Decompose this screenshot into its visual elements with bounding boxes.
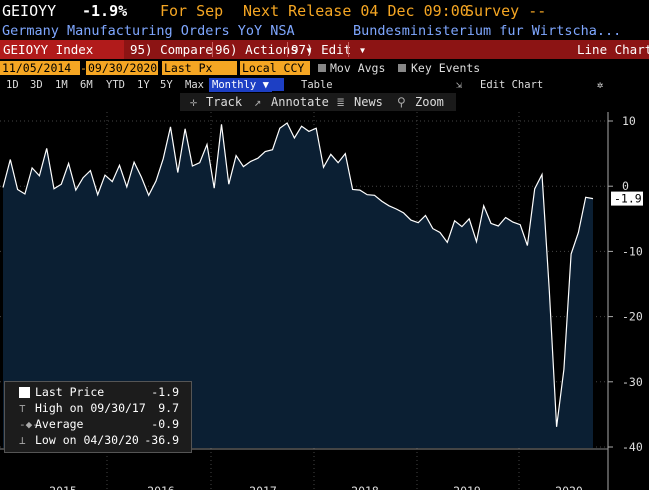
chart-type-title: Line Chart <box>577 42 649 57</box>
y-tick-label: -30 <box>622 375 643 389</box>
series-area-fill <box>3 123 593 448</box>
legend-value: -0.9 <box>151 417 179 431</box>
legend-label: Low on 04/30/20 <box>35 433 139 447</box>
y-tick-label: -10 <box>622 244 643 258</box>
last-value-box <box>611 191 643 206</box>
last-value: -1.9% <box>82 2 128 20</box>
mov-avgs-checkbox[interactable] <box>318 64 326 72</box>
series-header: Germany Manufacturing Orders YoY NSA Bun… <box>0 23 649 40</box>
x-tick-label: 2018 <box>351 484 379 490</box>
series-line <box>2 122 594 427</box>
x-tick-label: 2020 <box>555 484 583 490</box>
period-1d[interactable]: 1D <box>6 79 19 91</box>
price-chart[interactable]: 10 0 -10 -20 -30 -40 2015 2016 2017 2018 2019 2020… <box>0 112 649 490</box>
period-5y[interactable]: 5Y <box>160 79 173 91</box>
legend-average: -◆- Average -0.9 <box>5 417 191 432</box>
end-date-field[interactable]: 09/30/2020 <box>86 61 158 75</box>
annotate-button[interactable]: Annotate <box>271 95 329 109</box>
price-field-select[interactable]: Last Px <box>162 61 237 75</box>
news-icon: ≣ <box>337 95 345 109</box>
chart-toolbar: GEIOYY Index 95) Compare 96) Actions ▾ 9… <box>0 40 649 59</box>
last-value-label: -1.9 <box>614 192 642 206</box>
news-button[interactable]: News <box>354 95 383 109</box>
low-marker-icon: ⊥ <box>19 434 26 447</box>
actions-menu[interactable]: 96) Actions ▾ <box>215 42 313 57</box>
y-axis-ticks: 10 0 -10 -20 -30 -40 <box>608 114 643 454</box>
annotate-icon: ↗ <box>254 95 262 109</box>
y-tick-label: 0 <box>622 179 629 193</box>
period-row: 1D 3D 1M 6M YTD 1Y 5Y Max Monthly ▼ Tabl… <box>0 77 649 93</box>
gear-icon[interactable]: ✲ <box>597 79 604 91</box>
legend-low: ⊥ Low on 04/30/20 -36.9 <box>5 433 191 448</box>
frequency-label: Monthly <box>212 79 257 91</box>
x-tick-label: 2017 <box>249 484 277 490</box>
y-tick-label: -40 <box>622 440 643 454</box>
edit-menu[interactable]: 97) Edit ▾ <box>291 42 367 57</box>
legend-label: Last Price <box>35 385 105 399</box>
y-tick-label: -20 <box>622 310 643 324</box>
period-1y[interactable]: 1Y <box>137 79 150 91</box>
mov-avgs-label: Mov Avgs <box>330 61 386 75</box>
x-axis-labels: 2015 2016 2017 2018 2019 2020 <box>0 448 608 490</box>
period-ytd[interactable]: YTD <box>106 79 125 91</box>
white-swatch-icon <box>19 387 30 398</box>
frequency-select[interactable]: Monthly ▼ <box>209 78 272 92</box>
toolbar-divider <box>348 42 349 57</box>
y-tick-label: 10 <box>622 114 636 128</box>
edit-chart-icon[interactable]: ⇲ <box>456 79 463 91</box>
track-button[interactable]: Track <box>206 95 243 109</box>
currency-select[interactable]: Local CCY <box>240 61 310 75</box>
high-marker-icon: ⊤ <box>19 402 26 415</box>
start-date-field[interactable]: 11/05/2014 <box>0 61 80 75</box>
period-1m[interactable]: 1M <box>55 79 68 91</box>
toolbar-divider <box>212 42 213 57</box>
x-tick-label: 2016 <box>147 484 175 490</box>
period-3d[interactable]: 3D <box>30 79 43 91</box>
average-marker-icon: -◆- <box>19 418 39 431</box>
legend-value: -36.9 <box>144 433 179 447</box>
tools-panel <box>180 93 456 111</box>
security-index[interactable]: GEIOYY Index <box>0 40 124 59</box>
x-tick-label: 2019 <box>453 484 481 490</box>
edit-chart-button[interactable]: Edit Chart <box>480 79 544 91</box>
quote-header: GEIOYY -1.9% For Sep Next Release 04 Dec… <box>0 0 649 23</box>
legend-value: -1.9 <box>151 385 179 399</box>
legend-label: Average <box>35 417 84 431</box>
legend-value: 9.7 <box>158 401 179 415</box>
chart-style-icon[interactable] <box>270 78 284 91</box>
x-tick-label: 2015 <box>49 484 77 490</box>
data-source: Bundesministerium fur Wirtscha... <box>353 23 622 39</box>
track-icon: ✛ <box>190 95 198 109</box>
survey: Survey -- <box>465 2 547 20</box>
legend-last-price: Last Price -1.9 <box>5 385 191 400</box>
compare-button[interactable]: 95) Compare <box>130 42 213 57</box>
zoom-button[interactable]: Zoom <box>415 95 444 109</box>
options-row: 11/05/2014 - 09/30/2020 Last Px Local CC… <box>0 60 649 76</box>
zoom-icon: ⚲ <box>397 95 406 109</box>
period-6m[interactable]: 6M <box>80 79 93 91</box>
for-period: For Sep <box>160 2 224 20</box>
last-value-marker: -1.9 <box>611 191 643 206</box>
legend-high: ⊤ High on 09/30/17 9.7 <box>5 401 191 416</box>
period-max[interactable]: Max <box>185 79 204 91</box>
key-events-checkbox[interactable] <box>398 64 406 72</box>
date-separator-icon: - <box>80 61 87 75</box>
ticker-symbol: GEIOYY <box>2 2 57 20</box>
toolbar-divider <box>287 42 288 57</box>
series-name: Germany Manufacturing Orders YoY NSA <box>2 23 295 39</box>
next-release: Next Release 04 Dec 09:00 <box>243 2 469 20</box>
chart-legend: Last Price -1.9 ⊤ High on 09/30/17 9.7 -… <box>4 381 192 453</box>
legend-label: High on 09/30/17 <box>35 401 146 415</box>
table-button[interactable]: Table <box>301 79 333 91</box>
chart-tools-row: ✛ Track ↗ Annotate ≣ News ⚲ Zoom <box>0 93 649 111</box>
key-events-label: Key Events <box>411 61 481 75</box>
